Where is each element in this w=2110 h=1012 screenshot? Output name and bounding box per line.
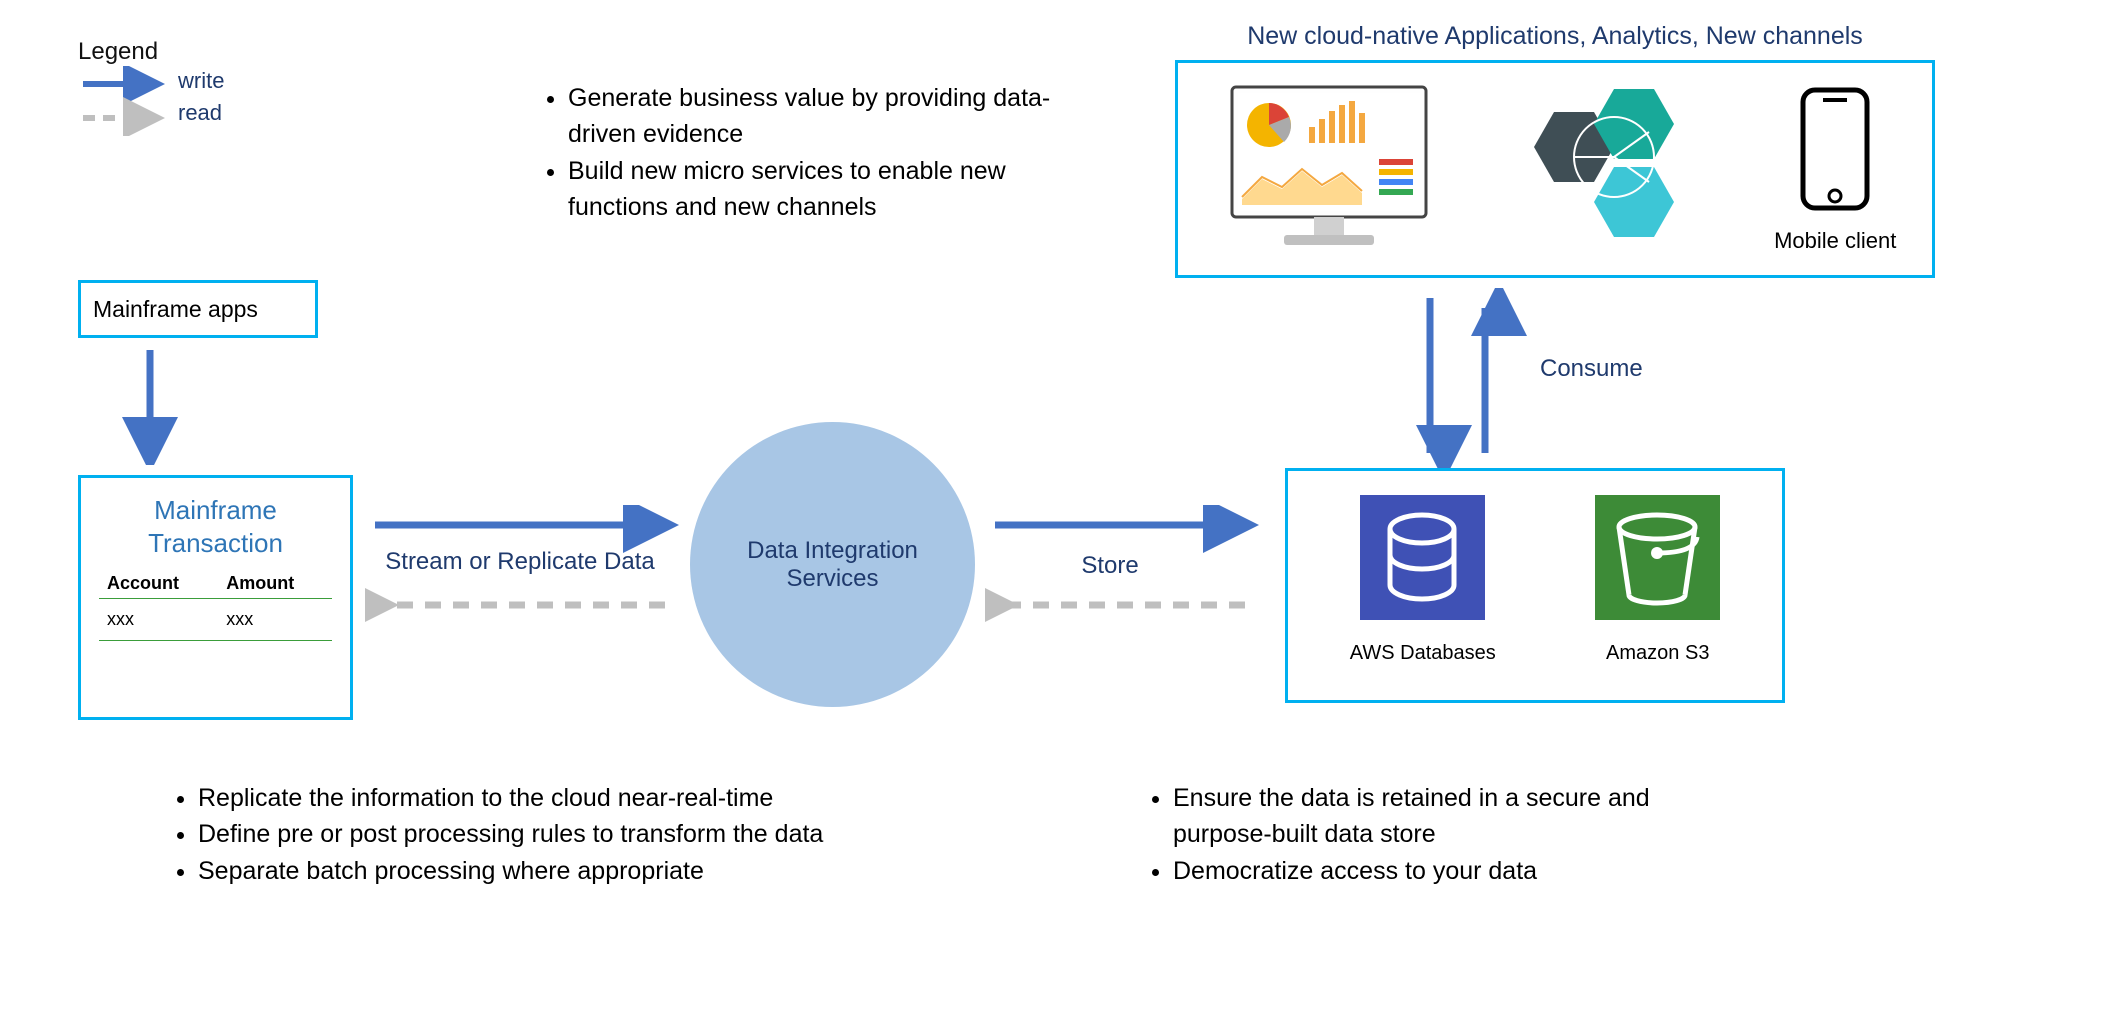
left-bullet-1: Replicate the information to the cloud n… (198, 780, 930, 816)
dashboard-monitor-icon (1214, 77, 1444, 262)
consume-label: Consume (1540, 355, 1643, 383)
hexagon-cluster-icon (1499, 77, 1719, 262)
left-bullets: Replicate the information to the cloud n… (170, 780, 930, 889)
arrows-consume (1390, 288, 1550, 468)
mainframe-apps-label: Mainframe apps (93, 296, 258, 323)
legend-write-label: write (178, 68, 224, 94)
aws-db-block: AWS Databases (1350, 495, 1496, 665)
top-bullet-1: Generate business value by providing dat… (568, 80, 1100, 153)
aws-s3-label: Amazon S3 (1606, 642, 1709, 665)
store-label: Store (1030, 552, 1190, 580)
right-bullet-2: Democratize access to your data (1173, 853, 1725, 889)
transaction-col-amount: Amount (218, 569, 332, 599)
right-bullet-1: Ensure the data is retained in a secure … (1173, 780, 1725, 853)
transaction-table: Account Amount xxx xxx (99, 569, 332, 641)
left-bullet-2: Define pre or post processing rules to t… (198, 816, 930, 852)
transaction-row1-amount: xxx (218, 599, 332, 641)
stream-label: Stream or Replicate Data (380, 548, 660, 576)
data-integration-label: Data Integration Services (733, 537, 933, 593)
legend-read-label: read (178, 100, 222, 126)
right-bullets: Ensure the data is retained in a secure … (1145, 780, 1725, 889)
transaction-col-account: Account (99, 569, 218, 599)
mainframe-transaction-title: Mainframe Transaction (99, 494, 332, 559)
transaction-row1-account: xxx (99, 599, 218, 641)
aws-db-label: AWS Databases (1350, 642, 1496, 665)
top-bullet-2: Build new micro services to enable new f… (568, 153, 1100, 226)
cloud-apps-box: Mobile client (1175, 60, 1935, 278)
aws-s3-block: Amazon S3 (1595, 495, 1720, 665)
mobile-client-label: Mobile client (1774, 228, 1896, 254)
top-bullets: Generate business value by providing dat… (540, 80, 1100, 225)
mobile-client-block: Mobile client (1774, 84, 1896, 254)
legend-title: Legend (78, 38, 298, 66)
cloud-box-title: New cloud-native Applications, Analytics… (1175, 22, 1935, 51)
data-integration-circle: Data Integration Services (690, 422, 975, 707)
left-bullet-3: Separate batch processing where appropri… (198, 853, 930, 889)
database-icon (1360, 495, 1485, 620)
arrow-apps-to-transaction (120, 345, 180, 465)
legend: Legend write read (78, 38, 298, 141)
store-box: AWS Databases Amazon S3 (1285, 468, 1785, 703)
mainframe-transaction-box: Mainframe Transaction Account Amount xxx… (78, 475, 353, 720)
mobile-icon (1785, 84, 1885, 224)
mainframe-apps-box: Mainframe apps (78, 280, 318, 338)
bucket-icon (1595, 495, 1720, 620)
